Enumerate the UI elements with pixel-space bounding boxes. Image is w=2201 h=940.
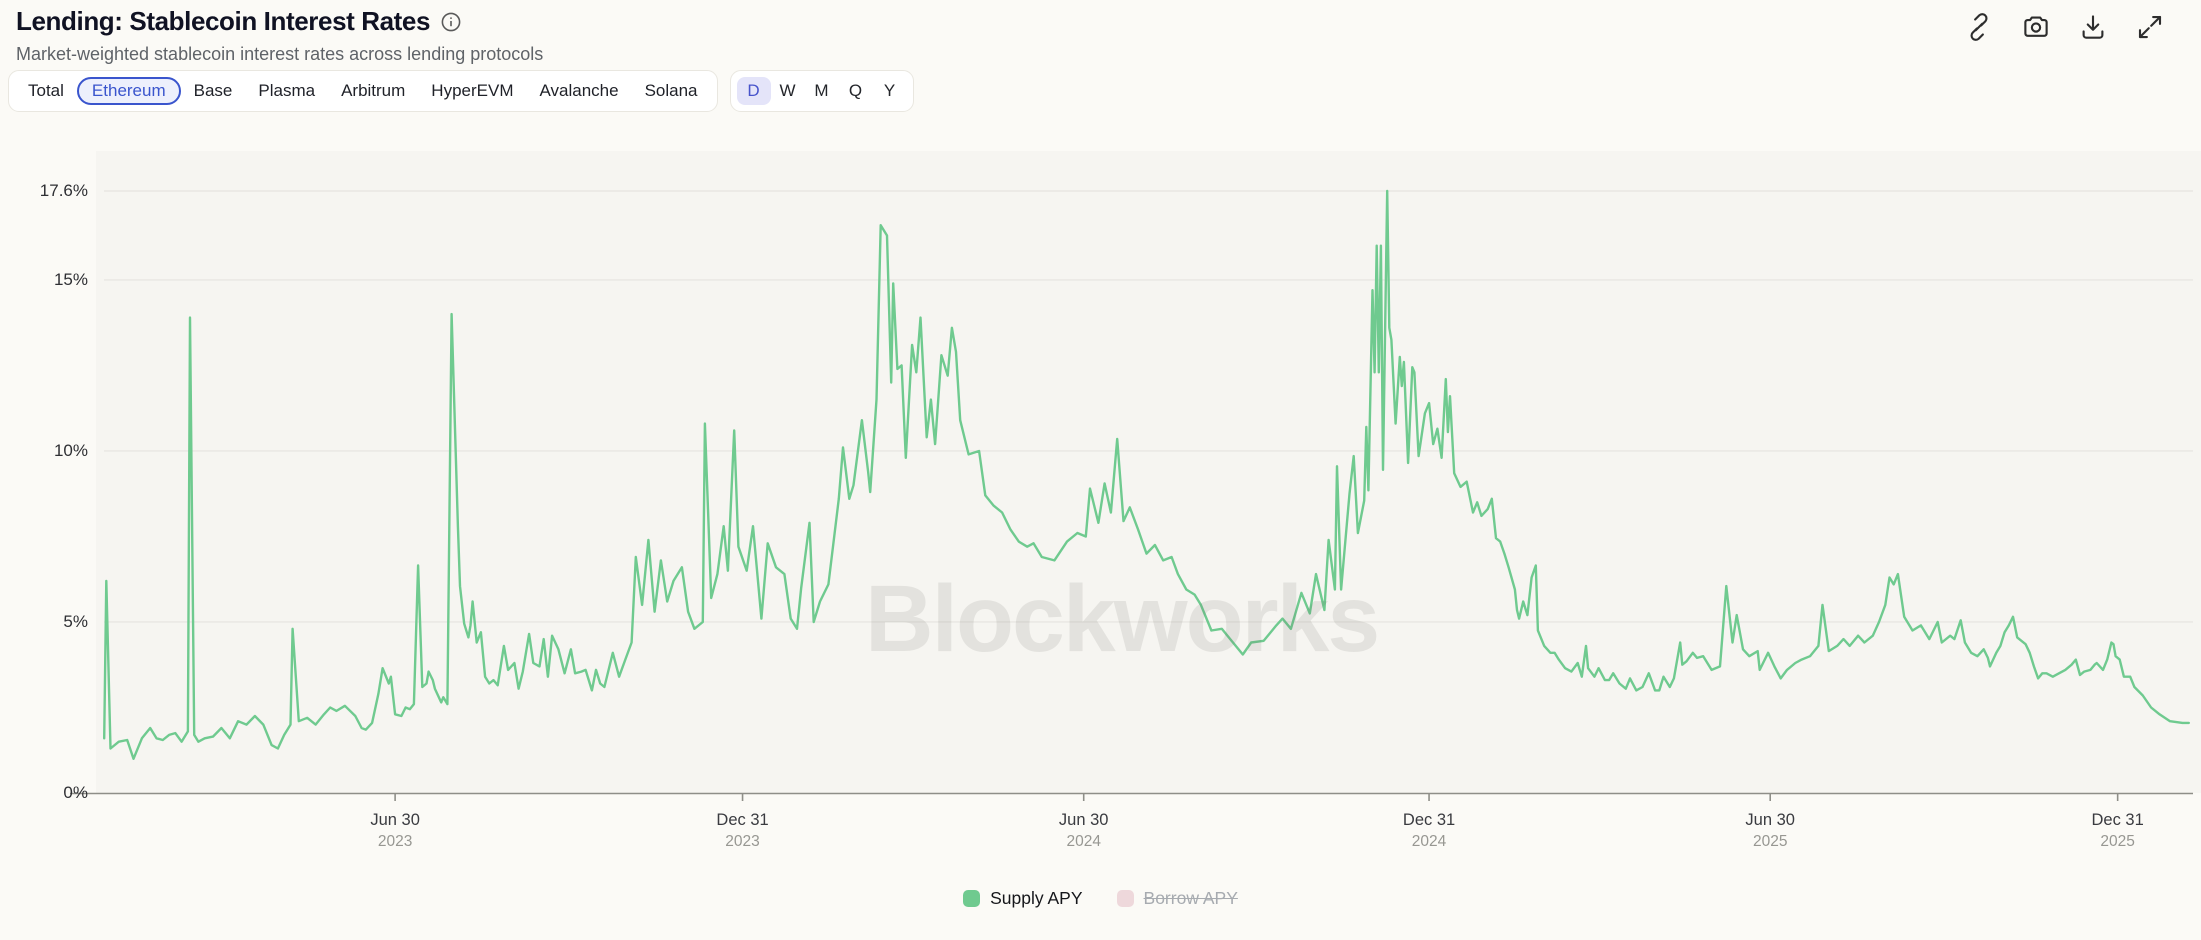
x-axis-label-Jun-30-2023: Jun 30 2023 [325,811,465,851]
interval-tab-y[interactable]: Y [873,77,907,105]
download-button[interactable] [2078,12,2108,42]
filter-bar: Total Ethereum Base Plasma Arbitrum HyperEVM A… [8,70,914,112]
protocol-tab-base[interactable]: Base [181,77,246,105]
legend-label-borrow: Borrow APY [1143,888,1238,908]
share-link-button[interactable] [1964,12,1994,42]
y-axis-label-0%: 0% [63,783,88,802]
x-label-year: 2025 [1752,833,1788,850]
info-icon[interactable] [440,11,462,33]
interval-tab-m[interactable]: M [805,77,839,105]
protocol-tab-arbitrum[interactable]: Arbitrum [328,77,418,105]
interval-tab-d[interactable]: D [736,77,771,105]
y-axis-label-17.6%: 17.6% [39,181,88,200]
supply-apy-swatch-icon [963,890,981,907]
protocol-tab-ethereum[interactable]: Ethereum [76,76,181,106]
y-axis-label-15%: 15% [53,269,88,289]
x-axis-label-Jun-30-2025: Jun 30 2025 [1700,811,1840,851]
expand-icon [2135,12,2165,42]
x-label-year: 2024 [1411,833,1447,850]
x-label-year: 2024 [1066,833,1101,850]
protocol-tab-total[interactable]: Total [15,77,77,105]
protocol-tab-plasma[interactable]: Plasma [245,77,328,105]
borrow-apy-swatch-icon [1116,890,1134,907]
x-label-date: Jun 30 [1058,811,1109,829]
chart-area: 0% 5% 10% 15% 17.6% Jun 30 2023 Dec 31 2023 Jun … [0,140,2201,871]
screenshot-button[interactable] [2021,12,2051,42]
protocol-tab-avalanche[interactable]: Avalanche [526,77,631,105]
share-link-icon [1964,12,1994,42]
camera-icon [2021,12,2051,42]
protocol-tabs: Total Ethereum Base Plasma Arbitrum HyperEVM A… [8,70,718,112]
chart-plot[interactable] [0,140,2201,871]
supply-apy-line [102,189,2191,760]
y-axis-label-10%: 10% [53,440,88,460]
x-label-year: 2023 [377,833,413,850]
protocol-tab-hyperevm[interactable]: HyperEVM [418,77,526,105]
chart-toolbar [1964,12,2165,42]
plot-background [96,151,2201,793]
x-label-date: Dec 31 [2091,811,2144,829]
x-label-date: Dec 31 [716,811,769,829]
interval-tab-q[interactable]: Q [839,77,873,105]
legend-label-supply: Supply APY [990,888,1083,908]
x-label-date: Jun 30 [370,811,420,829]
x-axis-label-Dec-31-2025: Dec 31 2025 [2048,811,2188,851]
x-label-date: Jun 30 [1745,811,1795,829]
x-axis-label-Dec-31-2024: Dec 31 2024 [1359,811,1499,851]
x-label-date: Dec 31 [1402,811,1456,829]
interval-tab-w[interactable]: W [771,77,805,105]
legend-item-supply-apy[interactable]: Supply APY [963,888,1083,909]
x-label-year: 2023 [725,833,760,850]
page-title: Lending: Stablecoin Interest Rates [16,6,431,36]
x-axis-label-Dec-31-2023: Dec 31 2023 [673,811,813,851]
y-axis-label-5%: 5% [63,611,88,631]
protocol-tab-solana[interactable]: Solana [632,77,711,105]
header: Lending: Stablecoin Interest Rates Marke… [16,6,543,65]
legend: Supply APY Borrow APY [0,888,2201,909]
page-subtitle: Market-weighted stablecoin interest rate… [16,44,544,64]
legend-item-borrow-apy[interactable]: Borrow APY [1116,888,1238,909]
x-label-year: 2025 [2100,833,2135,850]
x-axis-label-Jun-30-2024: Jun 30 2024 [1014,811,1154,851]
fullscreen-button[interactable] [2135,12,2165,42]
download-icon [2078,12,2108,42]
